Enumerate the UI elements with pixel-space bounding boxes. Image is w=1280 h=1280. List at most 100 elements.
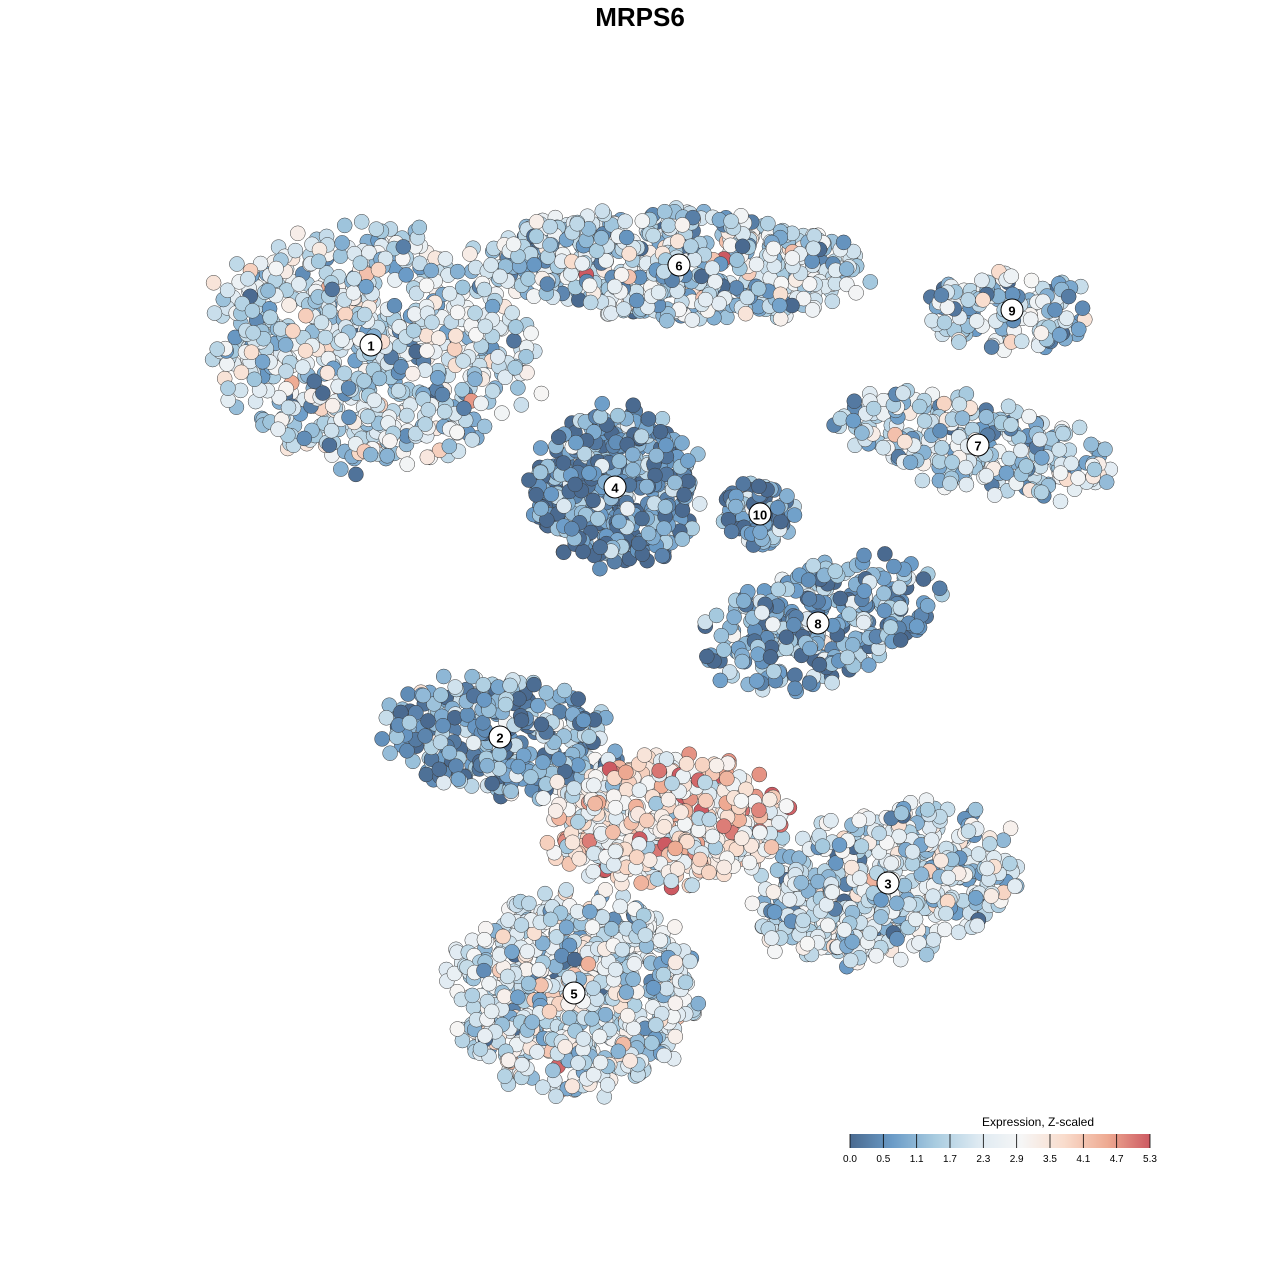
cell-point <box>531 961 547 978</box>
cell-point <box>333 461 349 477</box>
legend-tick-label: 0.0 <box>843 1154 857 1165</box>
cell-point <box>390 382 407 399</box>
cell-point <box>729 252 745 268</box>
cell-point <box>310 253 327 270</box>
cell-point <box>592 560 608 577</box>
cell-point <box>978 409 995 425</box>
cell-point <box>280 399 297 416</box>
cell-point <box>617 213 633 230</box>
cell-point <box>219 282 236 299</box>
cell-point <box>1034 450 1050 466</box>
cell-point <box>766 904 783 920</box>
cell-point <box>513 397 530 413</box>
cell-point <box>652 423 669 440</box>
cell-point <box>625 397 641 413</box>
cell-point <box>832 590 849 607</box>
cluster-label-text: 2 <box>496 731 503 746</box>
cell-point <box>290 225 306 242</box>
cell-point <box>882 619 899 635</box>
cell-point <box>582 903 598 920</box>
cell-point <box>645 980 662 996</box>
cell-point <box>625 446 641 463</box>
cell-point <box>575 1031 592 1047</box>
cell-point <box>877 546 893 562</box>
cell-point <box>716 642 732 658</box>
cell-point <box>1074 300 1091 316</box>
cell-point <box>550 429 567 446</box>
cell-point <box>625 462 641 478</box>
cluster-label-6: 6 <box>667 253 691 277</box>
cluster-label-5: 5 <box>562 981 586 1005</box>
cell-point <box>683 238 699 254</box>
cell-point <box>306 373 323 389</box>
cell-point <box>490 349 506 365</box>
cell-point <box>575 543 591 560</box>
cell-point <box>804 253 820 269</box>
cell-point <box>851 812 868 829</box>
cell-point <box>533 716 550 733</box>
cell-point <box>528 228 545 245</box>
cluster-label-3: 3 <box>876 871 900 895</box>
cell-point <box>919 801 936 818</box>
cell-point <box>594 395 610 412</box>
cell-point <box>699 648 715 665</box>
cell-point <box>676 487 692 503</box>
cell-point <box>625 971 641 987</box>
cell-point <box>734 653 750 670</box>
cell-point <box>861 657 877 673</box>
cell-point <box>960 823 977 839</box>
cell-point <box>763 930 780 946</box>
cell-point <box>873 909 889 925</box>
cell-point <box>448 328 464 344</box>
cell-point <box>907 911 924 928</box>
cluster-label-2: 2 <box>488 725 512 749</box>
cell-point <box>701 864 717 881</box>
cell-point <box>555 455 572 471</box>
cell-point <box>735 593 752 609</box>
cell-point <box>607 843 624 860</box>
cell-point <box>556 682 573 699</box>
cell-point <box>395 239 412 255</box>
cell-point <box>411 255 428 272</box>
cell-point <box>1003 268 1019 284</box>
cell-point <box>897 433 913 450</box>
cell-point <box>599 1077 616 1093</box>
points-layer <box>204 200 1119 1105</box>
cell-point <box>491 746 508 762</box>
cell-point <box>766 663 782 680</box>
cell-point <box>449 304 466 321</box>
cell-point <box>481 975 497 992</box>
cell-point <box>449 263 466 280</box>
cell-point <box>399 456 415 472</box>
cell-point <box>497 696 514 713</box>
cell-point <box>382 745 398 761</box>
cell-point <box>513 917 530 933</box>
cell-point <box>622 1053 638 1069</box>
cell-point <box>811 656 828 673</box>
cell-point <box>751 802 767 818</box>
cell-point <box>741 854 758 871</box>
cell-point <box>914 472 931 489</box>
cell-point <box>610 407 626 424</box>
cell-point <box>513 712 530 729</box>
cell-point <box>518 348 534 365</box>
cell-point <box>716 818 732 834</box>
cell-point <box>456 400 472 417</box>
cell-point <box>484 383 501 399</box>
cluster-label-text: 6 <box>675 259 682 274</box>
cell-point <box>979 860 995 877</box>
cell-point <box>820 917 836 934</box>
cell-point <box>674 502 691 518</box>
cell-point <box>862 925 878 942</box>
cell-point <box>585 863 602 880</box>
legend-tick-label: 2.3 <box>976 1154 990 1165</box>
cell-point <box>417 728 433 744</box>
cell-point <box>708 757 725 774</box>
cell-point <box>692 851 708 868</box>
cell-point <box>865 400 882 417</box>
cell-point <box>539 835 556 851</box>
cell-point <box>398 267 414 283</box>
cell-point <box>447 679 463 695</box>
cell-point <box>801 591 818 607</box>
legend-tick-label: 4.1 <box>1076 1154 1090 1165</box>
